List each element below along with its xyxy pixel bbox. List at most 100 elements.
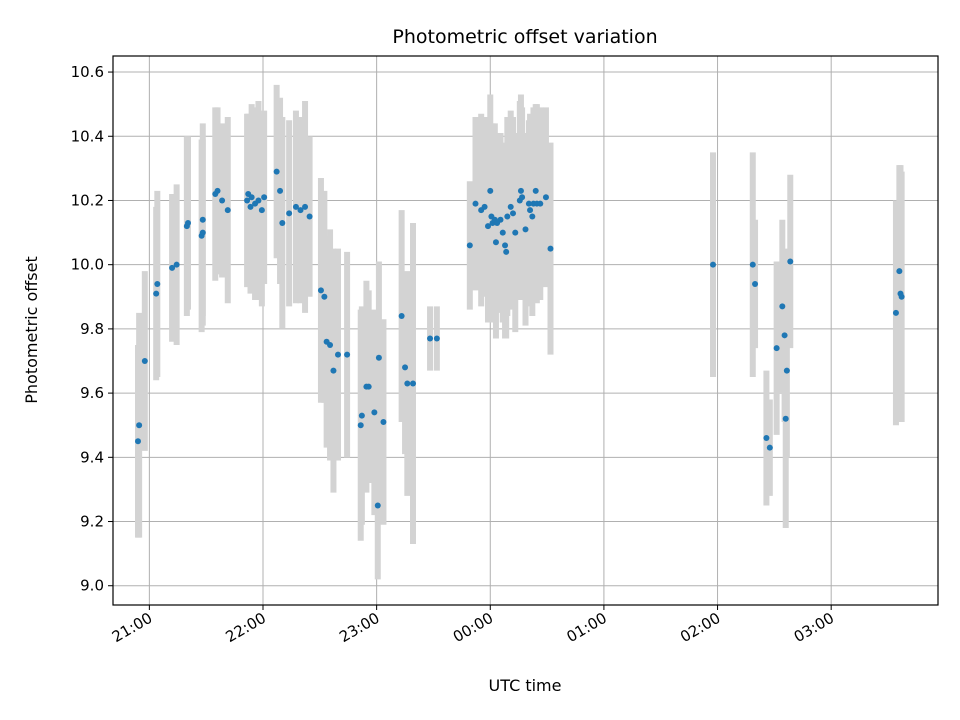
data-point xyxy=(542,194,549,201)
y-tick-label: 9.8 xyxy=(80,320,104,338)
data-point xyxy=(258,207,265,214)
data-point xyxy=(781,332,788,339)
data-point xyxy=(504,213,511,220)
data-point xyxy=(487,187,494,194)
data-point xyxy=(522,226,529,233)
data-point xyxy=(335,351,341,358)
data-point xyxy=(466,242,473,249)
data-point xyxy=(782,415,789,422)
data-point xyxy=(537,200,544,207)
data-point xyxy=(749,261,756,268)
y-tick-label: 9.2 xyxy=(80,513,104,531)
data-point xyxy=(547,245,554,252)
data-point xyxy=(306,213,313,220)
data-point xyxy=(517,187,524,194)
y-axis-label: Photometric offset xyxy=(22,256,41,404)
data-point xyxy=(499,229,506,236)
data-point xyxy=(485,223,491,230)
data-point xyxy=(273,168,280,175)
x-axis-label: UTC time xyxy=(489,676,562,695)
data-point xyxy=(710,261,716,268)
y-tick-label: 9.4 xyxy=(80,448,104,466)
data-point xyxy=(892,309,899,316)
data-point xyxy=(279,219,286,226)
y-axis-ticks: 9.0 9.2 9.4 9.6 9.8 10.0 10.2 10.4 10.6 xyxy=(71,63,113,595)
data-point xyxy=(261,194,268,201)
data-point xyxy=(510,210,516,217)
data-point xyxy=(219,197,226,204)
data-point xyxy=(141,358,148,364)
y-tick-label: 10.6 xyxy=(71,63,104,81)
data-point xyxy=(773,345,780,352)
y-tick-label: 10.2 xyxy=(71,191,104,209)
data-point xyxy=(497,216,504,223)
data-point xyxy=(199,229,206,236)
y-tick-label: 9.6 xyxy=(80,384,104,402)
data-point xyxy=(787,258,794,265)
data-point xyxy=(317,287,324,294)
y-tick-label: 9.0 xyxy=(80,577,104,595)
data-point xyxy=(154,280,161,287)
data-point xyxy=(507,203,514,210)
data-point xyxy=(898,293,905,300)
data-point xyxy=(371,409,378,416)
data-point xyxy=(481,203,488,210)
data-point xyxy=(410,380,416,387)
data-point xyxy=(503,248,510,255)
data-point xyxy=(247,203,254,210)
data-point xyxy=(374,502,381,509)
data-point xyxy=(527,207,534,214)
plot-frame xyxy=(112,55,939,606)
data-point xyxy=(297,207,304,214)
data-point xyxy=(277,187,284,194)
data-point xyxy=(402,364,409,371)
data-point xyxy=(529,213,536,220)
data-point xyxy=(292,203,299,210)
data-point xyxy=(783,367,790,374)
data-point xyxy=(404,380,411,387)
data-point xyxy=(398,313,405,320)
data-point xyxy=(896,268,903,275)
data-point xyxy=(135,438,141,445)
data-points xyxy=(135,168,905,509)
data-point xyxy=(302,203,309,210)
data-point xyxy=(199,216,206,223)
data-point xyxy=(248,194,255,201)
data-point xyxy=(224,207,231,214)
data-point xyxy=(153,290,160,297)
y-tick-label: 10.0 xyxy=(71,256,104,274)
data-point xyxy=(492,239,499,246)
data-point xyxy=(380,419,387,425)
data-point xyxy=(185,219,191,226)
data-point xyxy=(433,335,440,342)
data-point xyxy=(136,422,143,429)
data-point xyxy=(286,210,293,217)
data-point xyxy=(255,197,262,204)
data-point xyxy=(512,229,519,236)
data-point xyxy=(375,354,382,361)
data-point xyxy=(766,444,773,451)
data-point xyxy=(779,303,786,310)
data-point xyxy=(502,242,509,249)
data-point xyxy=(344,351,351,358)
data-point xyxy=(427,335,434,342)
data-point xyxy=(752,280,759,287)
data-point xyxy=(173,261,180,268)
data-point xyxy=(763,435,770,442)
y-tick-label: 10.4 xyxy=(71,127,104,145)
data-point xyxy=(327,341,334,348)
data-point xyxy=(358,412,365,419)
data-point xyxy=(365,383,372,390)
data-point xyxy=(519,194,526,201)
data-point xyxy=(169,264,176,271)
data-point xyxy=(472,200,479,207)
data-point xyxy=(525,200,532,207)
data-point xyxy=(357,422,364,429)
chart-title: Photometric offset variation xyxy=(392,26,657,48)
data-point xyxy=(214,187,221,194)
data-point xyxy=(244,197,251,204)
data-point xyxy=(532,187,539,194)
data-point xyxy=(330,367,337,374)
data-point xyxy=(321,293,328,300)
